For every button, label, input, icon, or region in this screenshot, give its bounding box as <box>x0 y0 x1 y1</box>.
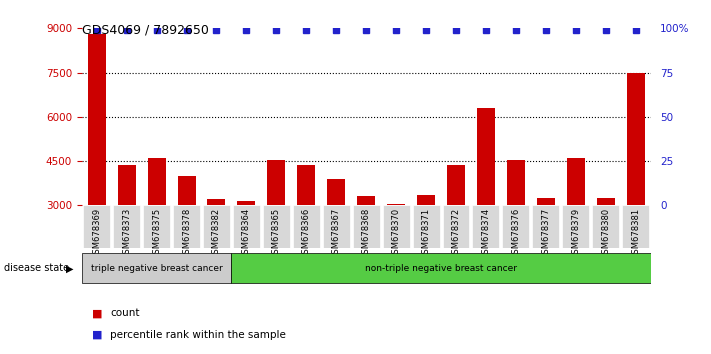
Bar <box>87 34 106 294</box>
FancyBboxPatch shape <box>562 205 589 248</box>
Text: GSM678372: GSM678372 <box>451 207 461 258</box>
FancyBboxPatch shape <box>82 253 232 283</box>
FancyBboxPatch shape <box>143 205 170 248</box>
Text: GSM678377: GSM678377 <box>541 207 550 259</box>
FancyBboxPatch shape <box>173 205 200 248</box>
Bar <box>327 179 346 294</box>
Text: GSM678371: GSM678371 <box>422 207 431 258</box>
Text: GSM678380: GSM678380 <box>602 207 610 258</box>
FancyBboxPatch shape <box>233 205 260 248</box>
Text: triple negative breast cancer: triple negative breast cancer <box>91 264 223 273</box>
Bar <box>357 196 375 294</box>
Text: GSM678370: GSM678370 <box>392 207 400 258</box>
Bar <box>477 108 495 294</box>
Text: GSM678369: GSM678369 <box>92 207 101 258</box>
Text: GSM678364: GSM678364 <box>242 207 251 258</box>
Text: GSM678365: GSM678365 <box>272 207 281 258</box>
FancyBboxPatch shape <box>503 205 529 248</box>
FancyBboxPatch shape <box>383 205 410 248</box>
Bar <box>297 166 315 294</box>
Text: GSM678374: GSM678374 <box>481 207 491 258</box>
Text: disease state: disease state <box>4 263 69 273</box>
Text: ▶: ▶ <box>66 263 74 273</box>
FancyBboxPatch shape <box>592 205 619 248</box>
Text: GSM678376: GSM678376 <box>511 207 520 259</box>
Bar <box>567 158 584 294</box>
FancyBboxPatch shape <box>323 205 350 248</box>
Bar <box>417 195 435 294</box>
FancyBboxPatch shape <box>232 253 651 283</box>
Text: non-triple negative breast cancer: non-triple negative breast cancer <box>365 264 517 273</box>
Text: GSM678367: GSM678367 <box>332 207 341 259</box>
FancyBboxPatch shape <box>412 205 439 248</box>
Bar <box>237 201 255 294</box>
Text: GSM678366: GSM678366 <box>301 207 311 259</box>
FancyBboxPatch shape <box>622 205 649 248</box>
Text: ■: ■ <box>92 308 103 318</box>
Text: GSM678375: GSM678375 <box>152 207 161 258</box>
FancyBboxPatch shape <box>353 205 380 248</box>
FancyBboxPatch shape <box>442 205 469 248</box>
FancyBboxPatch shape <box>203 205 230 248</box>
FancyBboxPatch shape <box>293 205 320 248</box>
Bar <box>387 204 405 294</box>
Bar <box>507 160 525 294</box>
Bar <box>118 166 136 294</box>
Text: GDS4069 / 7892650: GDS4069 / 7892650 <box>82 23 208 36</box>
Bar <box>626 73 645 294</box>
Text: GSM678378: GSM678378 <box>182 207 191 259</box>
Text: count: count <box>110 308 139 318</box>
Text: GSM678373: GSM678373 <box>122 207 131 259</box>
Text: GSM678381: GSM678381 <box>631 207 640 258</box>
FancyBboxPatch shape <box>83 205 110 248</box>
Bar <box>267 160 285 294</box>
Bar <box>208 199 225 294</box>
Text: GSM678382: GSM678382 <box>212 207 221 258</box>
Text: percentile rank within the sample: percentile rank within the sample <box>110 330 286 339</box>
Bar <box>178 176 196 294</box>
Text: GSM678368: GSM678368 <box>362 207 370 259</box>
Bar <box>597 198 614 294</box>
FancyBboxPatch shape <box>533 205 560 248</box>
Bar <box>537 198 555 294</box>
Bar <box>447 166 465 294</box>
FancyBboxPatch shape <box>113 205 140 248</box>
Bar <box>148 158 166 294</box>
Text: GSM678379: GSM678379 <box>571 207 580 258</box>
FancyBboxPatch shape <box>472 205 499 248</box>
Text: ■: ■ <box>92 330 103 339</box>
FancyBboxPatch shape <box>263 205 290 248</box>
